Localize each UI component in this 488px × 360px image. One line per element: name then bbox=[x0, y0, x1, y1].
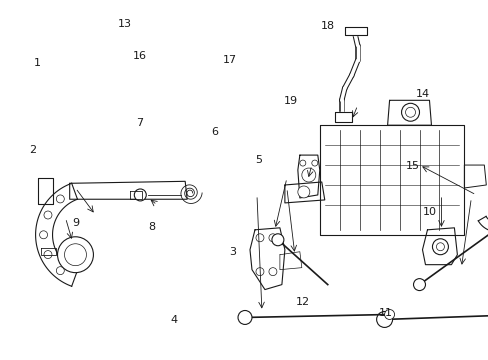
Polygon shape bbox=[279, 252, 301, 270]
Polygon shape bbox=[38, 178, 52, 204]
Circle shape bbox=[413, 279, 425, 291]
Polygon shape bbox=[249, 228, 285, 289]
Polygon shape bbox=[387, 100, 430, 125]
Text: 6: 6 bbox=[211, 127, 218, 136]
Circle shape bbox=[64, 244, 86, 266]
Circle shape bbox=[301, 168, 315, 182]
Circle shape bbox=[255, 268, 264, 276]
Text: 15: 15 bbox=[405, 161, 419, 171]
Circle shape bbox=[268, 234, 276, 242]
Polygon shape bbox=[344, 27, 366, 35]
Circle shape bbox=[376, 311, 392, 328]
Circle shape bbox=[436, 243, 444, 251]
Circle shape bbox=[134, 189, 146, 201]
Polygon shape bbox=[285, 182, 324, 203]
Text: 4: 4 bbox=[170, 315, 177, 325]
Circle shape bbox=[44, 251, 52, 258]
Text: 2: 2 bbox=[29, 144, 36, 154]
Text: 16: 16 bbox=[132, 51, 146, 61]
Polygon shape bbox=[477, 199, 488, 232]
Circle shape bbox=[431, 239, 447, 255]
Polygon shape bbox=[130, 191, 142, 199]
Polygon shape bbox=[422, 228, 456, 265]
Circle shape bbox=[255, 234, 264, 242]
Polygon shape bbox=[464, 165, 486, 188]
Circle shape bbox=[56, 195, 64, 203]
Circle shape bbox=[238, 310, 251, 324]
Polygon shape bbox=[36, 183, 77, 286]
Circle shape bbox=[271, 234, 284, 246]
Circle shape bbox=[56, 267, 64, 275]
Text: 8: 8 bbox=[148, 222, 155, 231]
Text: 19: 19 bbox=[283, 96, 297, 106]
Circle shape bbox=[401, 103, 419, 121]
Text: 3: 3 bbox=[228, 247, 235, 257]
Text: 17: 17 bbox=[223, 55, 237, 65]
Circle shape bbox=[297, 186, 309, 198]
Text: 12: 12 bbox=[295, 297, 309, 307]
Polygon shape bbox=[334, 112, 351, 122]
Circle shape bbox=[299, 160, 305, 166]
Circle shape bbox=[311, 160, 317, 166]
Circle shape bbox=[405, 107, 415, 117]
Polygon shape bbox=[70, 181, 187, 199]
Text: 10: 10 bbox=[422, 207, 436, 217]
Text: 18: 18 bbox=[320, 21, 334, 31]
Circle shape bbox=[44, 211, 52, 219]
Polygon shape bbox=[297, 155, 319, 198]
Text: 9: 9 bbox=[73, 218, 80, 228]
Text: 1: 1 bbox=[34, 58, 41, 68]
Circle shape bbox=[384, 310, 394, 319]
Text: 13: 13 bbox=[118, 19, 132, 29]
Polygon shape bbox=[41, 248, 56, 255]
Circle shape bbox=[58, 237, 93, 273]
Text: 5: 5 bbox=[255, 155, 262, 165]
Text: 14: 14 bbox=[415, 89, 428, 99]
Polygon shape bbox=[319, 125, 464, 235]
Circle shape bbox=[40, 231, 47, 239]
Text: 7: 7 bbox=[136, 118, 143, 128]
Text: 11: 11 bbox=[378, 308, 392, 318]
Circle shape bbox=[268, 268, 276, 276]
